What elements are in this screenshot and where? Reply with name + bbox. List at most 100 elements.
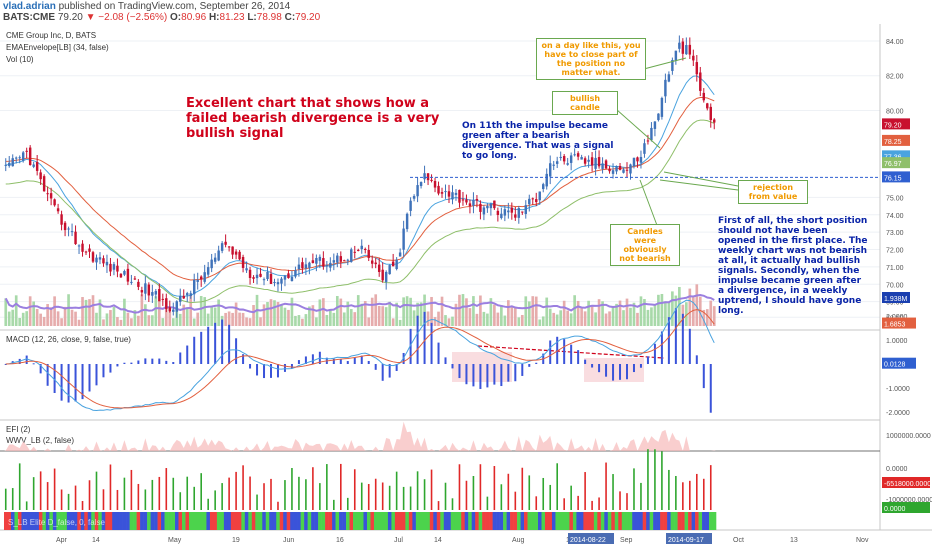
volume-bar — [695, 284, 699, 326]
volume-bar — [587, 300, 590, 326]
x-tick-label: Sep — [620, 537, 633, 544]
macd-bar — [346, 361, 349, 364]
candle-body — [165, 298, 168, 309]
candle-body — [46, 193, 49, 195]
volume-bar — [482, 311, 486, 326]
strip-cell — [485, 512, 490, 530]
volume-bar — [329, 309, 332, 326]
volume-bar — [691, 297, 695, 326]
strip-cell — [290, 512, 294, 530]
candle-body — [486, 205, 489, 209]
candle-body — [95, 257, 98, 263]
efi-legend: EFI (2) — [6, 425, 31, 434]
volume-bar — [513, 307, 517, 326]
x-tick-label: Jun — [283, 537, 294, 544]
author-link[interactable]: vlad.adrian — [3, 1, 56, 12]
volume-bar — [126, 312, 130, 326]
candle-body — [147, 284, 151, 296]
volume-bar — [217, 299, 220, 326]
candle-body — [339, 256, 343, 262]
candle-body — [674, 50, 678, 62]
strip-cell — [157, 512, 162, 530]
candle-body — [350, 249, 353, 263]
strip-cell — [349, 512, 354, 530]
volume-legend: Vol (10) — [6, 55, 34, 64]
strip-cell — [325, 512, 329, 530]
strip-cell — [98, 512, 103, 530]
volume-bar — [576, 300, 580, 326]
y-tick-label: 70.00 — [886, 282, 904, 289]
strip-cell — [223, 512, 228, 530]
strip-cell — [133, 512, 137, 530]
chart-canvas[interactable]: CME Group Inc, D, BATS EMAEnvelope[LB] (… — [0, 24, 932, 550]
macd-bar — [95, 364, 98, 386]
efi-bar — [528, 475, 531, 510]
strip-cell — [161, 512, 165, 530]
candle-body — [653, 121, 657, 129]
volume-bar — [489, 298, 493, 326]
macd-bar — [311, 354, 314, 364]
volume-bar — [493, 304, 496, 326]
strip-cell — [377, 512, 382, 530]
strip-cell — [199, 512, 204, 530]
symbol[interactable]: BATS:CME — [3, 12, 56, 23]
candle-body — [535, 199, 538, 203]
candle-body — [49, 193, 53, 199]
candle-body — [416, 185, 419, 197]
candle-body — [538, 191, 541, 201]
y-tick-label: 80.00 — [886, 108, 904, 115]
efi-tick-label: -1000000.0000 — [886, 497, 932, 504]
candle-body — [374, 262, 377, 265]
candle-body — [224, 241, 227, 245]
volume-bar — [423, 294, 426, 326]
strip-cell — [565, 512, 570, 530]
published-text: published on TradingView.com, September … — [58, 1, 291, 12]
strip-cell — [4, 512, 8, 530]
efi-bar — [535, 496, 538, 510]
volume-bar — [391, 318, 395, 326]
strip-cell — [168, 512, 172, 530]
x-axis: Apr14May19Jun16Jul14Aug182014-08-22Sep20… — [56, 533, 869, 544]
x-tick-label: Jul — [394, 537, 403, 544]
high-value: 81.23 — [219, 12, 245, 23]
candle-body — [168, 307, 172, 312]
strip-cell — [101, 512, 106, 530]
volume-bar — [269, 299, 273, 326]
candle-body — [91, 252, 95, 262]
candle-body — [315, 257, 318, 264]
strip-cell — [363, 512, 368, 530]
volume-bar — [315, 317, 318, 326]
efi-bar — [67, 493, 70, 510]
strip-cell — [192, 512, 197, 530]
macd-bar — [695, 355, 698, 364]
efi-bar — [81, 501, 84, 510]
strip-cell — [7, 512, 12, 530]
strip-cell — [642, 512, 647, 530]
efi-bar — [458, 464, 461, 510]
volume-bar — [702, 309, 706, 326]
volume-bar — [601, 301, 604, 326]
price-tag-label: 79.20 — [884, 122, 902, 129]
volume-bar — [451, 316, 454, 326]
macd-bar — [290, 364, 293, 369]
price-tag-label: 1.938M — [884, 296, 908, 303]
volume-bar — [454, 303, 458, 326]
close-value: 79.20 — [295, 12, 321, 23]
volume-bar — [234, 302, 238, 326]
strip-cell — [510, 512, 514, 530]
macd-bar — [381, 364, 384, 381]
candle-body — [112, 264, 116, 270]
candle-body — [98, 257, 102, 260]
volume-bar — [419, 302, 423, 326]
candle-body — [685, 45, 688, 55]
macd-bar — [639, 364, 642, 368]
candle-body — [133, 278, 137, 280]
volume-bar — [238, 312, 241, 326]
x-tick-label: 16 — [336, 537, 344, 544]
efi-bar — [193, 486, 196, 510]
volume-bar — [161, 318, 165, 326]
strip-cell — [436, 512, 441, 530]
candle-body — [269, 273, 273, 284]
efi-bar — [647, 449, 649, 510]
macd-bar — [451, 364, 454, 369]
